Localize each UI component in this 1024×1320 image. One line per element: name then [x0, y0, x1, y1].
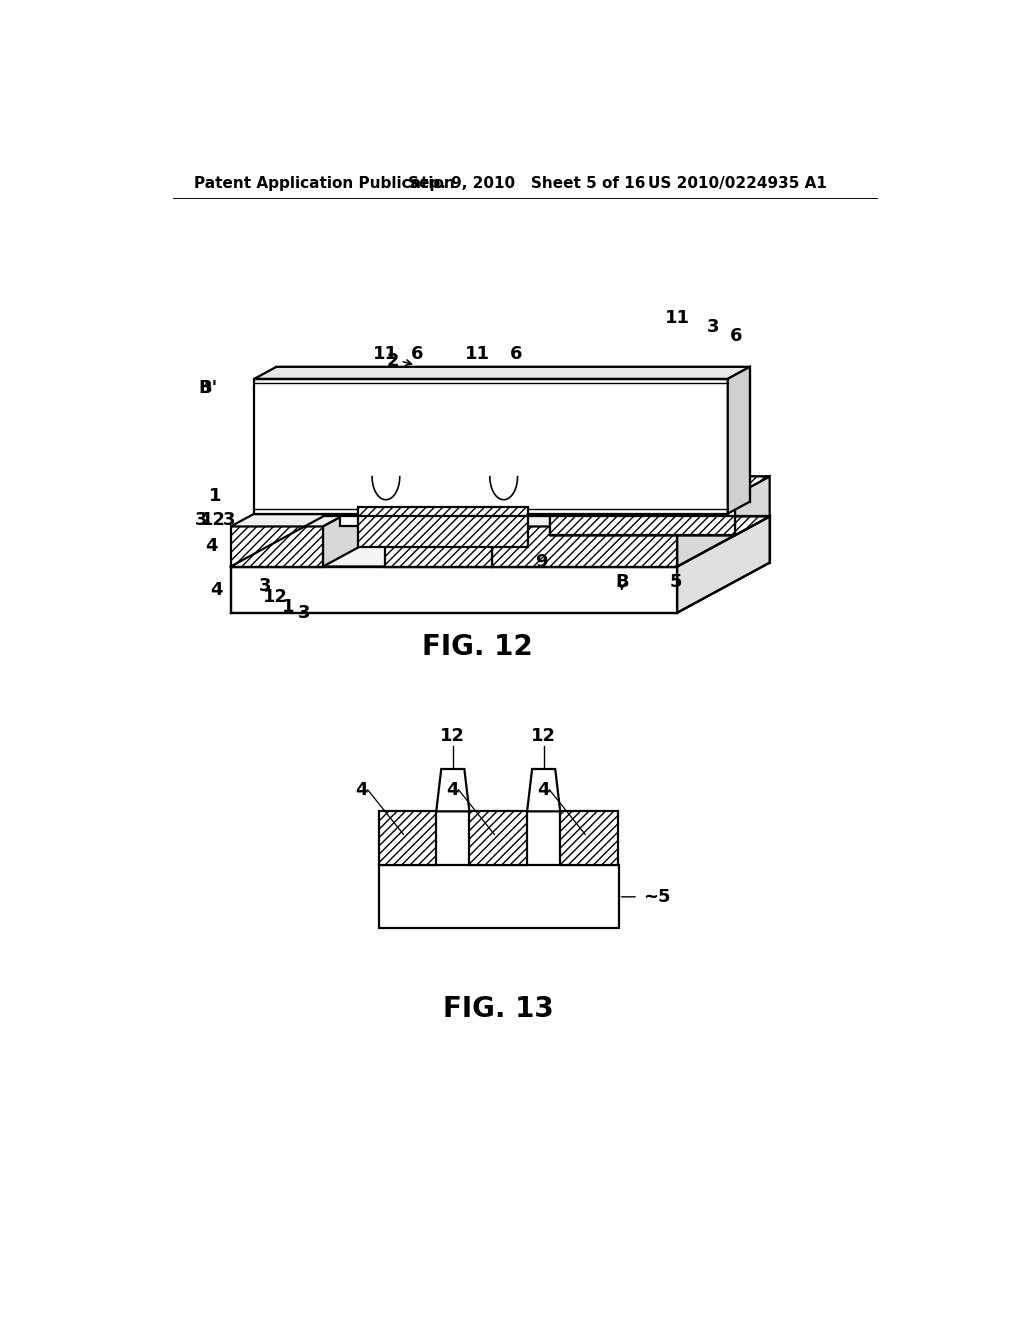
Polygon shape	[458, 453, 479, 457]
Text: 6: 6	[730, 327, 742, 345]
Text: 3: 3	[223, 511, 236, 529]
Text: 11: 11	[465, 346, 490, 363]
Text: 6: 6	[510, 346, 522, 363]
Text: 12: 12	[440, 727, 465, 744]
Polygon shape	[254, 367, 750, 379]
Polygon shape	[458, 414, 571, 465]
Polygon shape	[230, 477, 416, 527]
Polygon shape	[276, 367, 750, 502]
Polygon shape	[323, 477, 416, 566]
Text: FIG. 13: FIG. 13	[443, 995, 554, 1023]
Polygon shape	[527, 770, 560, 812]
Text: 3: 3	[196, 511, 208, 529]
Text: 3: 3	[707, 318, 719, 337]
Text: 1: 1	[283, 598, 295, 615]
Polygon shape	[677, 516, 770, 612]
Polygon shape	[358, 507, 527, 548]
Polygon shape	[385, 527, 493, 566]
Polygon shape	[340, 458, 361, 462]
Polygon shape	[254, 379, 728, 513]
Polygon shape	[550, 495, 734, 536]
Text: 11: 11	[665, 309, 690, 327]
Polygon shape	[340, 414, 454, 465]
Text: ~5: ~5	[643, 888, 671, 906]
Polygon shape	[340, 453, 361, 457]
Polygon shape	[340, 381, 454, 432]
Polygon shape	[340, 449, 361, 453]
Polygon shape	[560, 812, 617, 866]
Text: 12: 12	[263, 589, 288, 606]
Text: US 2010/0224935 A1: US 2010/0224935 A1	[648, 177, 826, 191]
Text: 4: 4	[537, 781, 550, 799]
Polygon shape	[358, 413, 527, 507]
Polygon shape	[230, 527, 323, 566]
Polygon shape	[458, 432, 479, 446]
Polygon shape	[230, 566, 677, 612]
Text: Patent Application Publication: Patent Application Publication	[194, 177, 455, 191]
Text: 3: 3	[259, 577, 271, 595]
Text: 4: 4	[446, 781, 459, 799]
Text: FIG. 12: FIG. 12	[422, 634, 532, 661]
Polygon shape	[458, 465, 479, 527]
Text: 12: 12	[531, 727, 556, 744]
Text: 4: 4	[205, 537, 218, 556]
Polygon shape	[436, 770, 469, 812]
Polygon shape	[458, 449, 479, 453]
Polygon shape	[550, 516, 770, 536]
Polygon shape	[379, 812, 436, 866]
Text: 3: 3	[298, 603, 310, 622]
Polygon shape	[550, 477, 770, 495]
Polygon shape	[230, 516, 770, 566]
Text: 11: 11	[374, 346, 398, 363]
Polygon shape	[385, 477, 585, 527]
Polygon shape	[728, 367, 750, 513]
Text: 12: 12	[202, 511, 226, 529]
Polygon shape	[340, 465, 361, 527]
Text: 5: 5	[670, 573, 682, 591]
Polygon shape	[550, 495, 734, 536]
Polygon shape	[493, 477, 770, 527]
Polygon shape	[677, 477, 770, 566]
Text: 1: 1	[209, 487, 221, 504]
Text: 6: 6	[412, 346, 424, 363]
Polygon shape	[493, 527, 677, 566]
Text: 9: 9	[536, 553, 548, 572]
Text: 2: 2	[387, 352, 399, 370]
Text: B: B	[615, 573, 629, 591]
Polygon shape	[469, 812, 527, 866]
Polygon shape	[458, 458, 479, 462]
Text: Sep. 9, 2010   Sheet 5 of 16: Sep. 9, 2010 Sheet 5 of 16	[408, 177, 645, 191]
Polygon shape	[379, 866, 618, 928]
Text: B': B'	[198, 379, 217, 397]
Polygon shape	[340, 432, 361, 446]
Text: 4: 4	[355, 781, 368, 799]
Text: 4: 4	[211, 581, 223, 598]
Polygon shape	[458, 381, 571, 432]
